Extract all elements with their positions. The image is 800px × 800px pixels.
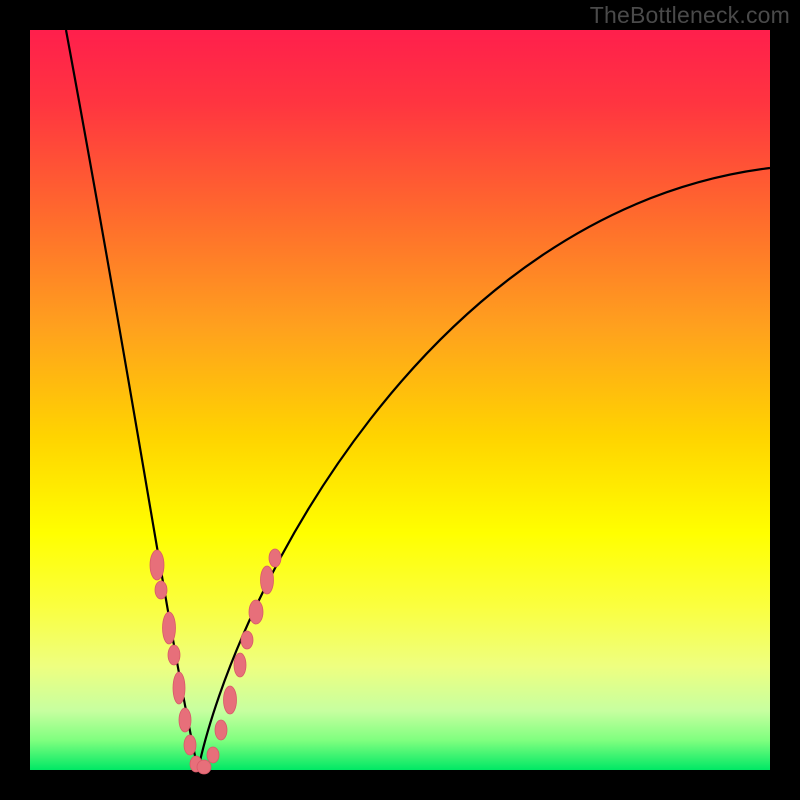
data-marker [197,760,211,774]
data-marker [207,747,219,763]
frame-left [0,0,30,800]
data-marker [155,581,167,599]
data-marker [173,672,185,704]
data-marker [234,653,246,677]
data-marker [163,612,176,644]
data-marker [179,708,191,732]
data-marker [184,735,196,755]
watermark-text: TheBottleneck.com [590,2,790,29]
data-marker [249,600,263,624]
data-marker [215,720,227,740]
plot-background [30,30,770,770]
data-marker [224,686,237,714]
data-marker [261,566,274,594]
data-marker [241,631,253,649]
data-marker [168,645,180,665]
data-marker [269,549,281,567]
chart-svg [0,0,800,800]
data-marker [150,550,164,580]
frame-right [770,0,800,800]
chart-root: TheBottleneck.com [0,0,800,800]
frame-bottom [0,770,800,800]
